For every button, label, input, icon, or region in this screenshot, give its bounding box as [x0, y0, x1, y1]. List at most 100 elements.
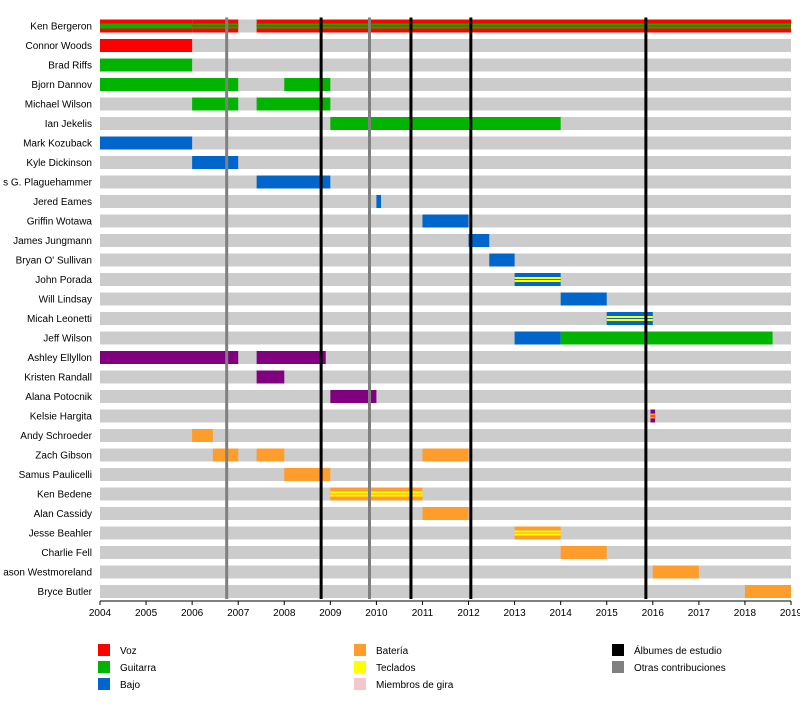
tenure-bar — [422, 507, 469, 520]
tenure-bar-accent — [256, 25, 791, 27]
row-background — [100, 175, 791, 189]
tenure-bar — [100, 78, 239, 91]
x-tick-label: 2019 — [780, 608, 800, 619]
legend: Voz Guitarra Bajo Batería Teclados Miembros d… — [98, 644, 726, 691]
tenure-bar-accent — [514, 279, 561, 280]
legend-label: Otras contribuciones — [634, 663, 726, 674]
member-row: Bjorn Dannov — [31, 78, 791, 91]
tenure-bar-accent — [650, 415, 656, 417]
tenure-bar — [744, 585, 791, 598]
legend-label: Bajo — [120, 680, 140, 691]
legend-label: Voz — [120, 646, 137, 657]
member-name-label: Ken Bergeron — [30, 22, 92, 33]
member-name-label: Brad Riffs — [48, 61, 92, 72]
member-name-label: Griffin Wotawa — [27, 217, 93, 228]
legend-item: Batería — [354, 644, 409, 657]
legend-item: Guitarra — [98, 661, 157, 674]
tenure-bar — [468, 234, 490, 247]
member-row: Will Lindsay — [39, 292, 791, 306]
x-tick-label: 2013 — [503, 608, 526, 619]
member-row: Jered Eames — [33, 195, 791, 208]
tenure-bar — [489, 253, 515, 267]
tenure-bar — [422, 214, 469, 228]
row-background — [100, 292, 791, 306]
member-name-label: Michael Wilson — [25, 100, 92, 111]
member-name-label: Kelsie Hargita — [30, 412, 93, 423]
row-background — [100, 585, 791, 598]
member-row: Andy Schroeder — [20, 429, 791, 442]
member-name-label: Bryce Butler — [38, 587, 93, 598]
member-name-label: John Porada — [35, 275, 92, 286]
tenure-bar — [192, 156, 239, 169]
member-row: Zach Gibson — [35, 448, 791, 462]
tenure-bar — [192, 97, 239, 111]
legend-swatch — [98, 661, 110, 673]
member-row: James Jungmann — [13, 234, 791, 247]
row-background — [100, 487, 791, 501]
legend-item: Miembros de gira — [354, 678, 454, 691]
row-background — [100, 156, 791, 169]
legend-label: Teclados — [376, 663, 415, 674]
legend-item: Álbumes de estudio — [612, 644, 722, 657]
member-row: Ian Jekelis — [45, 117, 791, 130]
x-tick-label: 2014 — [550, 608, 573, 619]
row-background — [100, 565, 791, 579]
member-row: Ken Bergeron — [30, 19, 791, 33]
legend-swatch — [354, 661, 366, 673]
member-row: Bryan O' Sullivan — [16, 253, 791, 267]
member-name-label: Micah Leonetti — [27, 314, 92, 325]
legend-label: Miembros de gira — [376, 680, 454, 691]
x-tick-label: 2004 — [89, 608, 112, 619]
member-name-label: James Jungmann — [13, 236, 92, 247]
tenure-bar-accent — [514, 532, 561, 534]
tenure-bar — [560, 546, 607, 559]
legend-swatch — [612, 644, 624, 656]
member-row: Kyle Dickinson — [26, 156, 791, 169]
member-row: Alan Cassidy — [34, 507, 791, 520]
tenure-bar — [256, 175, 331, 189]
row-background — [100, 136, 791, 150]
row-background — [100, 370, 791, 384]
legend-swatch — [354, 678, 366, 690]
row-background — [100, 546, 791, 559]
member-row: Micah Leonetti — [27, 312, 791, 325]
member-name-label: Charlie Fell — [41, 548, 92, 559]
x-tick-label: 2011 — [412, 608, 434, 619]
tenure-bar — [284, 78, 331, 91]
tenure-bar — [330, 390, 377, 403]
member-name-label: Jesse Beahler — [29, 529, 93, 540]
member-row: Mark Kozuback — [23, 136, 791, 150]
member-row: John Porada — [35, 273, 791, 286]
member-name-label: Kristen Randall — [24, 373, 92, 384]
tenure-bar — [422, 448, 469, 462]
tenure-bar-stripe — [100, 23, 193, 29]
tenure-bar — [284, 468, 331, 481]
legend-item: Voz — [98, 644, 137, 657]
member-name-label: Alana Potocnik — [25, 392, 93, 403]
legend-item: Otras contribuciones — [612, 661, 726, 674]
row-background — [100, 253, 791, 267]
member-name-label: Jeff Wilson — [43, 334, 92, 345]
member-row: Charlie Fell — [41, 546, 791, 559]
tenure-bar — [192, 429, 213, 442]
tenure-bar — [100, 351, 239, 364]
member-name-label: Ken Bedene — [37, 490, 92, 501]
row-background — [100, 58, 791, 72]
member-name-label: ason Westmoreland — [3, 568, 92, 579]
x-tick-label: 2015 — [596, 608, 619, 619]
member-name-label: Andy Schroeder — [20, 431, 92, 442]
tenure-bar — [256, 448, 285, 462]
row-background — [100, 526, 791, 540]
tenure-bar — [256, 370, 285, 384]
event-lines — [225, 17, 648, 599]
tenure-bar — [652, 565, 699, 579]
member-row: Connor Woods — [25, 39, 791, 52]
member-row: Bryce Butler — [38, 585, 791, 598]
member-name-label: Kyle Dickinson — [26, 158, 92, 169]
legend-swatch — [354, 644, 366, 656]
member-name-label: Mark Kozuback — [23, 139, 93, 150]
member-row: Brad Riffs — [48, 58, 791, 72]
legend-item: Teclados — [354, 661, 415, 674]
tenure-bar — [330, 117, 561, 130]
